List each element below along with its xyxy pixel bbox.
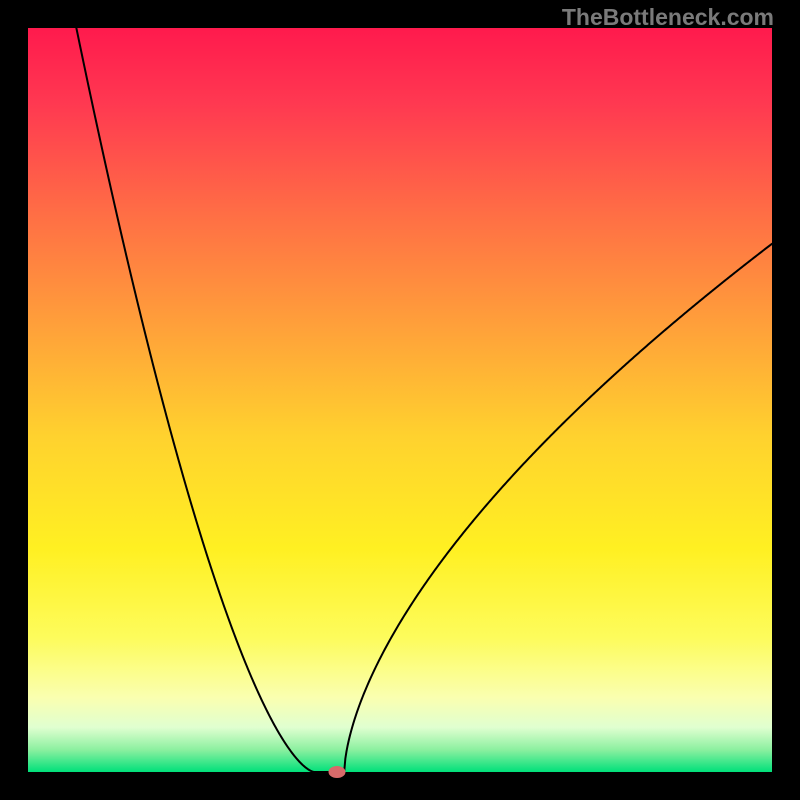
bottleneck-curve <box>28 28 772 772</box>
watermark-text: TheBottleneck.com <box>562 4 774 31</box>
plot-area <box>28 28 772 772</box>
optimum-marker <box>328 766 345 778</box>
chart-frame: TheBottleneck.com <box>0 0 800 800</box>
